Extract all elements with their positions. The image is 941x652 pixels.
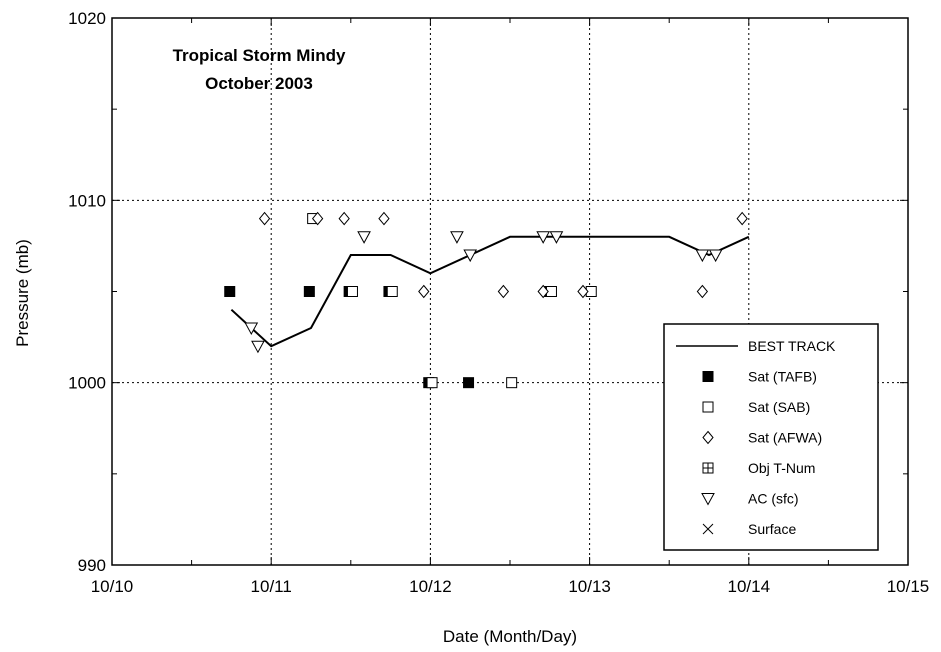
sat-sab-point: [346, 286, 358, 297]
sat-afwa-point: [418, 284, 430, 299]
sat-tafb-point: [303, 286, 315, 297]
sat-sab-point: [426, 377, 438, 389]
axis-ticks: [111, 17, 909, 566]
legend-swatch-sat-tafb: [702, 371, 714, 382]
x-mark-b: [702, 523, 714, 535]
sat-afwa-point: [497, 284, 510, 299]
ac-sfc-point: [357, 231, 371, 244]
legend-swatch-surface: [702, 523, 714, 535]
legend-swatch-sat-afwa: [702, 430, 714, 445]
y-tick-label: 990: [78, 556, 106, 575]
legend-label-sat-afwa: Sat (AFWA): [748, 430, 822, 446]
x-tick-label: 10/14: [728, 577, 771, 596]
ac-sfc-point: [463, 249, 478, 263]
legend-label-sat-tafb: Sat (TAFB): [748, 369, 817, 385]
y-tick-label: 1020: [68, 9, 106, 28]
y-tick-label: 1000: [68, 374, 106, 393]
ac-sfc-point: [244, 322, 259, 336]
legend-label-ac-sfc: AC (sfc): [748, 491, 799, 507]
x-tick-label: 10/15: [887, 577, 930, 596]
tick-labels: 10/10 10/11 10/12 10/13 10/14 10/15 990 1000 101…: [68, 9, 929, 596]
legend-swatch-ac-sfc: [701, 493, 715, 506]
best-track-line: [230, 235, 750, 348]
legend-label-surface: Surface: [748, 521, 796, 537]
sat-afwa-point: [378, 211, 390, 226]
sat-tafb-point: [463, 377, 475, 389]
data-markers: [224, 211, 748, 389]
legend: BEST TRACK Sat (TAFB) Sat (SAB) Sat (AFWA) O…: [663, 323, 879, 551]
sat-afwa-point: [736, 211, 748, 226]
series-lines: [230, 235, 750, 348]
legend-label-obj-t-num: Obj T-Num: [748, 460, 815, 476]
sat-afwa-point: [537, 284, 549, 299]
sat-tafb-point: [224, 286, 236, 297]
legend-swatch-sat-sab: [702, 401, 714, 413]
x-tick-label: 10/12: [409, 577, 452, 596]
chart-title: Tropical Storm Mindy: [173, 46, 346, 65]
sat-afwa-point: [577, 284, 589, 299]
ac-sfc-point: [536, 231, 551, 244]
ac-sfc-point: [450, 231, 464, 244]
legend-swatch-obj-t-num: [702, 462, 714, 474]
sat-afwa-point: [696, 284, 709, 299]
legend-box: [663, 323, 879, 551]
x-tick-label: 10/13: [568, 577, 611, 596]
ac-sfc-point: [549, 231, 564, 244]
legend-label-best-track: BEST TRACK: [748, 338, 836, 354]
y-tick-label: 1010: [68, 191, 106, 210]
y-axis-title: Pressure (mb): [13, 239, 32, 347]
x-axis-title: Date (Month/Day): [443, 627, 577, 646]
x-tick-label: 10/10: [91, 577, 134, 596]
ac-sfc-point: [695, 249, 710, 263]
sat-sab-point: [386, 286, 398, 297]
sat-sab-point: [506, 377, 518, 389]
chart-subtitle: October 2003: [205, 74, 313, 93]
sat-afwa-point: [311, 211, 324, 226]
sat-afwa-point: [338, 211, 350, 226]
sat-afwa-point: [258, 211, 271, 226]
x-tick-label: 10/11: [251, 577, 292, 596]
legend-label-sat-sab: Sat (SAB): [748, 399, 810, 415]
ac-sfc-point: [251, 340, 265, 354]
ac-sfc-point: [708, 249, 723, 263]
